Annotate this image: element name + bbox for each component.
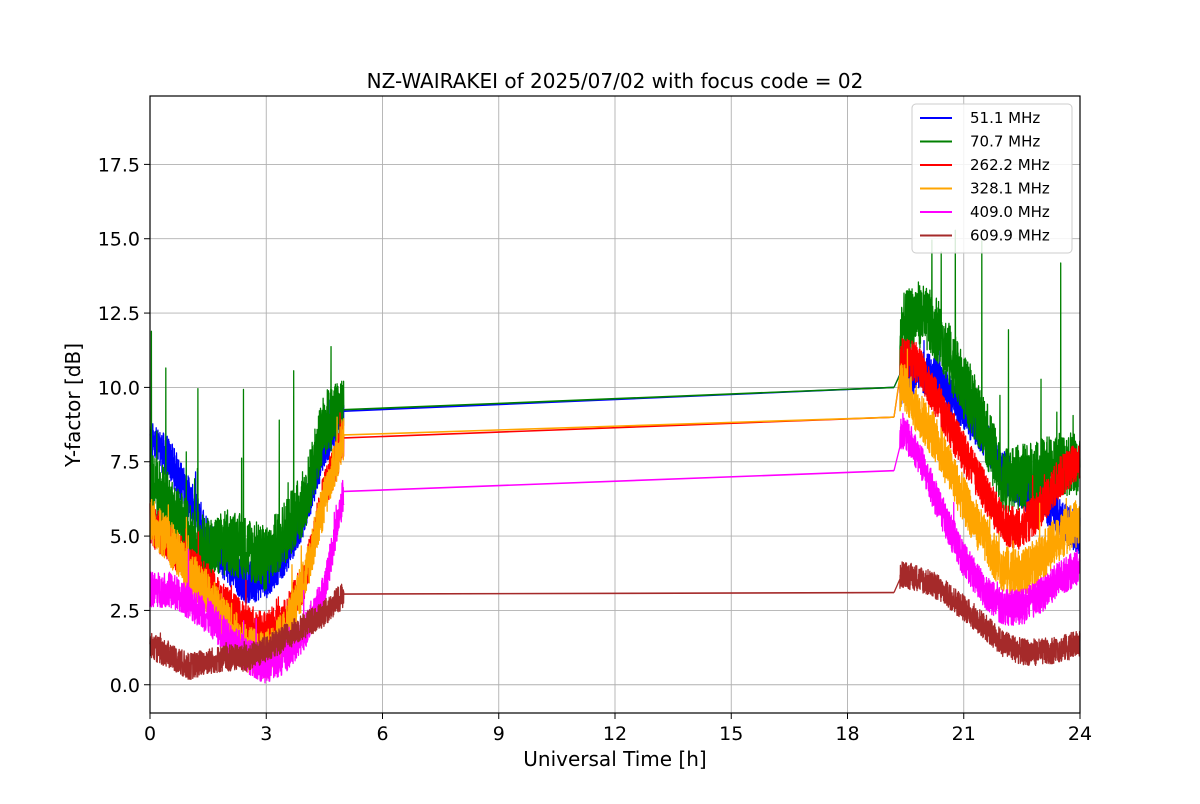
series-line [893,412,1081,626]
legend-label: 328.1 MHz [970,180,1050,198]
series-609-9-MHz [149,561,1081,680]
y-tick-label: 2.5 [110,600,140,622]
y-tick-label: 15.0 [98,229,140,251]
x-tick-label: 21 [952,723,976,745]
y-tick-label: 12.5 [98,303,140,325]
series-gap-line [343,469,895,493]
x-tick-label: 12 [603,723,627,745]
x-axis-label: Universal Time [h] [523,747,706,771]
chart-title: NZ-WAIRAKEI of 2025/07/02 with focus cod… [367,69,864,93]
x-tick-label: 3 [260,723,272,745]
legend: 51.1 MHz 70.7 MHz 262.2 MHz 328.1 MHz 409.0… [911,103,1073,254]
x-tick-label: 6 [376,723,388,745]
y-tick-label: 0.0 [110,675,140,697]
legend-label: 70.7 MHz [970,133,1040,151]
x-tick-label: 24 [1068,723,1092,745]
axis-ticks: 0 3 6 9 12 15 18 21 24 0.0 2.5 5.0 7.5 10.0 12.5 15.0 17… [98,154,1092,745]
series-line [149,583,345,680]
series-gap-line [343,591,895,595]
y-tick-label: 17.5 [98,154,140,176]
legend-label: 609.9 MHz [970,227,1050,245]
legend-label: 409.0 MHz [970,203,1050,221]
series-line [893,348,1081,598]
x-tick-label: 9 [493,723,505,745]
x-tick-label: 18 [835,723,859,745]
series-line [893,337,1081,550]
y-tick-label: 7.5 [110,452,140,474]
legend-label: 262.2 MHz [970,156,1050,174]
x-tick-label: 15 [719,723,743,745]
series-gap-line [343,416,895,436]
y-axis-label: Y-factor [dB] [61,343,85,468]
series-layer [149,229,1081,684]
y-tick-label: 5.0 [110,526,140,548]
series-line [893,561,1081,667]
series-gap-line [343,386,895,411]
y-tick-label: 10.0 [98,377,140,399]
x-tick-label: 0 [144,723,156,745]
legend-label: 51.1 MHz [970,109,1040,127]
